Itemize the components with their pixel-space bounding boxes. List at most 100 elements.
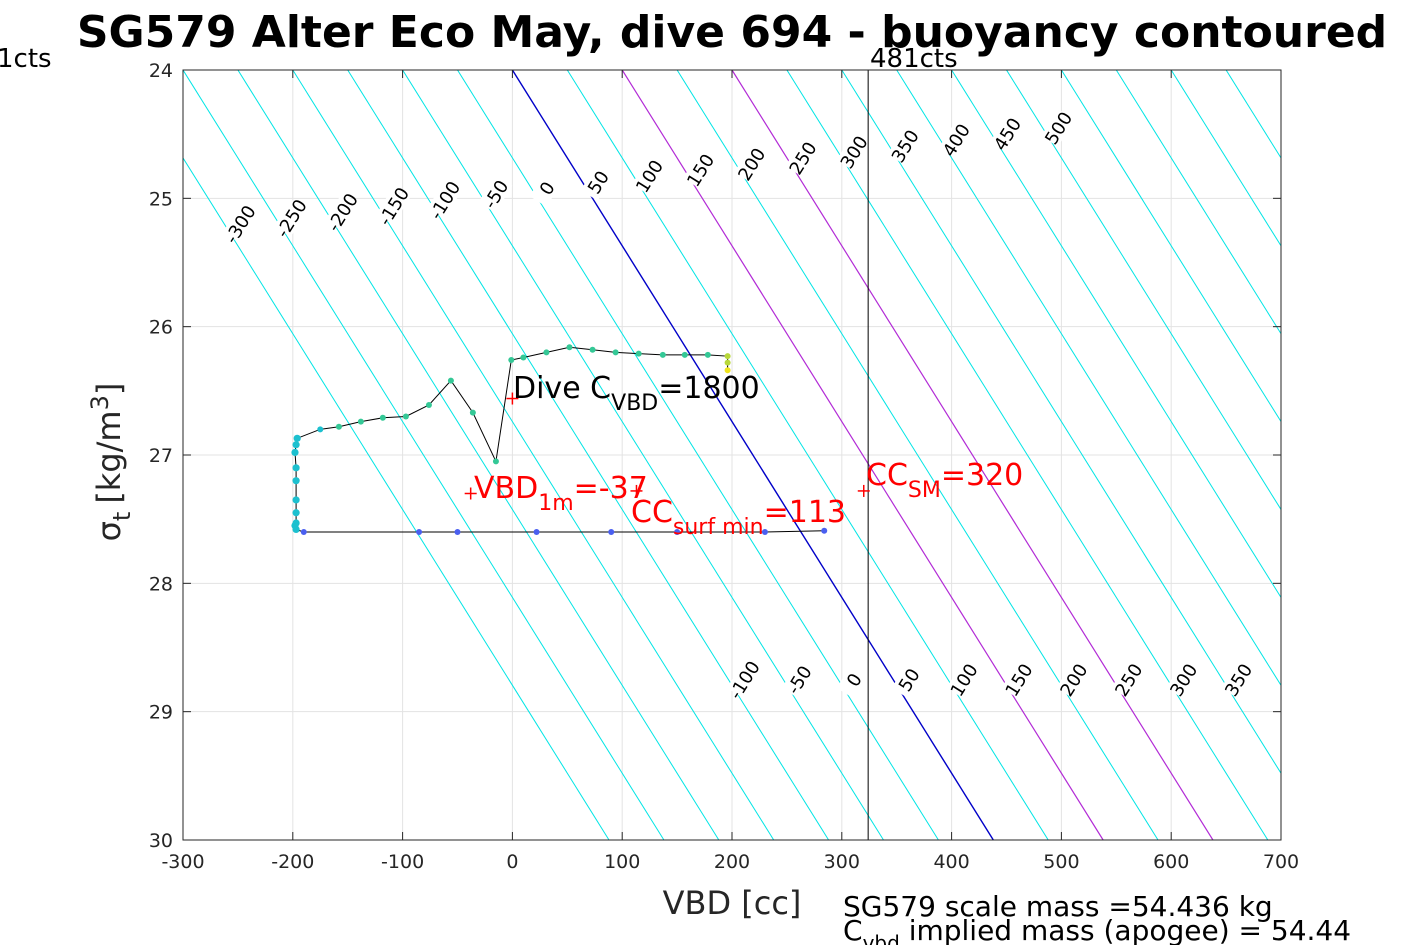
profile-point [292,464,300,472]
max-cts-label: 481cts [870,44,958,74]
profile-point [543,349,550,356]
y-axis-label-sub: t [108,512,136,521]
y-axis-label-unit-post: ] [90,383,128,395]
contour-label-bg [324,193,359,231]
contour-label-bg [1166,660,1200,699]
contour-label-bg [726,660,761,699]
profile-point [612,349,619,356]
profile-point [292,509,300,517]
x-tick-label: 0 [506,851,518,873]
vbd-1m-post: =-37 [574,471,648,506]
contour-line [347,70,830,840]
dive-cvbd-pre: Dive C [513,371,611,406]
x-tick-label: 200 [714,851,750,873]
profile-point [291,448,299,457]
profile-point [659,351,666,358]
profile-point [589,346,596,353]
marker-cross [857,484,870,497]
profile-point [292,496,300,504]
cc-sm-annotation: CCSM=320 [866,458,1023,503]
contour-label-bg [946,660,981,699]
contour-label-bg [631,157,666,195]
profile-point [761,529,768,535]
profile-point [724,367,731,374]
profile [291,344,828,535]
x-axis-label: VBD [cc] [663,884,802,922]
cc-sm-sub: SM [908,478,941,503]
contour-label-bg [781,660,816,699]
profile-point [608,529,615,535]
profile-point [292,477,300,485]
profile-point [635,350,642,357]
contour-line [511,70,994,840]
x-tick-label: -300 [161,851,204,873]
contour-label-bg [1220,660,1255,699]
contour-line [566,70,1049,840]
contour-label-bg [273,199,308,237]
cc-surf-min-sub: surf min [673,515,764,540]
contour-line [1115,70,1281,335]
profile-point [492,458,499,465]
dive-cvbd-annotation: Dive CVBD=1800 [513,371,760,416]
x-tick-label: 300 [824,851,860,873]
y-tick-label: 28 [149,573,173,595]
contour-label-bg [529,169,564,207]
contour-line [183,70,665,840]
marked-points [464,392,870,500]
profile-point [357,418,364,425]
profile-point [425,401,432,408]
profile-point [681,351,688,358]
contour-line [1060,70,1281,423]
y-axis-label-unit-sup: 3 [86,395,114,410]
scale-mass-text: SG579 scale mass =54.436 kg [843,890,1273,923]
profile-point [704,351,711,358]
contour-label-bg [376,187,411,225]
contour-label-bg [938,120,973,159]
profile-point [674,529,681,535]
implied-mass-pre: C [843,914,863,945]
x-tick-label: 700 [1263,851,1299,873]
contour-line [676,70,1159,840]
contour-label-bg [887,126,922,165]
y-tick-label: 25 [149,188,173,210]
profile-point [447,377,454,384]
contour-line [1280,70,1281,71]
contour-line [183,156,610,840]
profile-point [724,353,731,360]
contour-label-bg [785,138,820,177]
cc-surf-min-annotation: CCsurf min=113 [631,495,846,540]
contour-line [1006,70,1281,511]
profile-point [300,529,307,535]
profile-point [402,413,409,420]
contour-label-bg [478,175,513,213]
profile-point [821,527,828,534]
contour-label-bg [891,660,926,699]
vbd-1m-annotation: VBD1m=-37 [474,471,648,516]
profile-point [317,426,324,433]
x-tick-label: 500 [1043,851,1079,873]
x-tick-label: -100 [381,851,424,873]
contour-line [786,70,1269,840]
profile-point [379,414,386,421]
x-tick-label: 400 [933,851,969,873]
contour-label-bg [836,132,871,171]
axis-ticks: -300 -200 -100 0 100 200 300 400 500 600 700 24 25 26… [149,60,1299,873]
contour-label-bg [427,181,462,219]
contour-line [292,70,775,840]
contour-line [621,70,1104,840]
contour-label-bg [1056,660,1091,699]
contour-label-bg [734,144,769,183]
profile-point [533,529,540,535]
profile-point [335,423,342,430]
profile-point [292,519,300,527]
contour-label-bg [1111,660,1146,699]
y-tick-label: 24 [149,60,173,82]
cc-sm-post: =320 [941,458,1023,493]
cc-surf-min-pre: CC [631,495,673,530]
profile-point [292,441,300,449]
min-cts-label: 1cts [0,44,52,74]
contour-label-bg [1040,108,1075,147]
y-tick-label: 27 [149,445,173,467]
contour-label-bg [222,205,257,243]
